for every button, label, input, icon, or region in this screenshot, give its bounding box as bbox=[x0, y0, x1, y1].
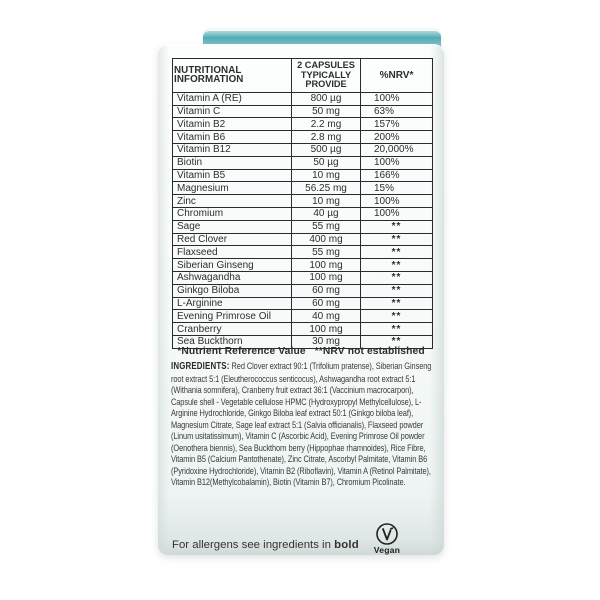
nutrient-name-cell: Vitamin B2 bbox=[172, 117, 292, 132]
amount-cell: 400 mg bbox=[291, 232, 361, 247]
nutrient-name-cell: Vitamin A (RE) bbox=[172, 91, 292, 106]
amount-cell: 50 mg bbox=[291, 104, 361, 119]
nrv-cell: ** bbox=[360, 232, 433, 247]
nrv-cell: ** bbox=[360, 296, 433, 311]
nrv-cell: 63% bbox=[360, 104, 433, 119]
table-row: Chromium 40 µg 100% bbox=[172, 206, 433, 221]
amount-cell: 500 µg bbox=[291, 142, 361, 157]
nutrient-name-cell: Evening Primrose Oil bbox=[172, 309, 292, 324]
nutrient-name-cell: Red Clover bbox=[172, 232, 292, 247]
nutrient-name-cell: Ginkgo Biloba bbox=[172, 283, 292, 298]
nutrient-name-cell: L-Arginine bbox=[172, 296, 292, 311]
nrv-cell: ** bbox=[360, 309, 433, 324]
product-box: NUTRITIONAL INFORMATION 2 CAPSULES TYPIC… bbox=[158, 44, 444, 555]
nrv-cell: ** bbox=[360, 270, 433, 285]
table-row: Ashwagandha 100 mg ** bbox=[172, 270, 433, 285]
nutrient-name-cell: Magnesium bbox=[172, 181, 292, 196]
nutrient-name-cell: Vitamin B6 bbox=[172, 130, 292, 144]
footnote-nrv: *Nutrient Reference Value bbox=[177, 346, 306, 357]
nutrient-name-cell: Flaxseed bbox=[172, 245, 292, 260]
nrv-cell: ** bbox=[360, 334, 433, 349]
table-row: Sea Buckthorn 30 mg ** bbox=[172, 334, 433, 349]
nutrient-name-cell: Vitamin B5 bbox=[172, 168, 292, 183]
nrv-cell: 100% bbox=[360, 194, 433, 208]
table-row: Biotin 50 µg 100% bbox=[172, 155, 433, 170]
nutrient-name-cell: Biotin bbox=[172, 155, 292, 170]
nutrition-table-body: Vitamin A (RE) 800 µg 100% Vitamin C 50 … bbox=[172, 91, 433, 349]
amount-cell: 2.8 mg bbox=[291, 130, 361, 144]
table-row: Vitamin B2 2.2 mg 157% bbox=[172, 117, 433, 132]
amount-cell: 100 mg bbox=[291, 322, 361, 336]
table-row: Vitamin B5 10 mg 166% bbox=[172, 168, 433, 183]
table-row: Ginkgo Biloba 60 mg ** bbox=[172, 283, 433, 298]
amount-cell: 2.2 mg bbox=[291, 117, 361, 132]
nrv-cell: 100% bbox=[360, 155, 433, 170]
vegan-badge: Vegan bbox=[367, 522, 407, 555]
amount-cell: 10 mg bbox=[291, 194, 361, 208]
table-row: Evening Primrose Oil 40 mg ** bbox=[172, 309, 433, 324]
nrv-cell: ** bbox=[360, 219, 433, 234]
nutrient-name-cell: Cranberry bbox=[172, 322, 292, 336]
table-row: Magnesium 56.25 mg 15% bbox=[172, 181, 433, 196]
nutrient-name-cell: Siberian Ginseng bbox=[172, 258, 292, 272]
table-row: Zinc 10 mg 100% bbox=[172, 194, 433, 208]
nrv-cell: 100% bbox=[360, 206, 433, 221]
table-row: L-Arginine 60 mg ** bbox=[172, 296, 433, 311]
nutrient-name-cell: Vitamin C bbox=[172, 104, 292, 119]
header-capsules-provide: 2 CAPSULES TYPICALLY PROVIDE bbox=[291, 58, 361, 93]
ingredients-paragraph: INGREDIENTS: Red Clover extract 90:1 (Tr… bbox=[171, 360, 436, 488]
nrv-cell: 157% bbox=[360, 117, 433, 132]
nrv-cell: ** bbox=[360, 322, 433, 336]
vegan-icon bbox=[376, 523, 398, 545]
ingredients-label: INGREDIENTS: bbox=[171, 361, 230, 372]
nutrient-name-cell: Sage bbox=[172, 219, 292, 234]
ingredients-text: Red Clover extract 90:1 (Trifolium prate… bbox=[171, 360, 432, 487]
table-row: Vitamin B12 500 µg 20,000% bbox=[172, 142, 433, 157]
nutrition-table: NUTRITIONAL INFORMATION 2 CAPSULES TYPIC… bbox=[172, 58, 433, 349]
nutrient-name-cell: Ashwagandha bbox=[172, 270, 292, 285]
table-row: Vitamin B6 2.8 mg 200% bbox=[172, 130, 433, 144]
nrv-cell: 15% bbox=[360, 181, 433, 196]
amount-cell: 60 mg bbox=[291, 296, 361, 311]
table-row: Cranberry 100 mg ** bbox=[172, 322, 433, 336]
amount-cell: 40 mg bbox=[291, 309, 361, 324]
table-row: Vitamin A (RE) 800 µg 100% bbox=[172, 91, 433, 106]
amount-cell: 40 µg bbox=[291, 206, 361, 221]
nrv-cell: ** bbox=[360, 245, 433, 260]
footnote-established: **NRV not established bbox=[314, 346, 425, 357]
amount-cell: 50 µg bbox=[291, 155, 361, 170]
nrv-cell: ** bbox=[360, 258, 433, 272]
amount-cell: 55 mg bbox=[291, 245, 361, 260]
nutrient-name-cell: Zinc bbox=[172, 194, 292, 208]
table-row: Sage 55 mg ** bbox=[172, 219, 433, 234]
vegan-label: Vegan bbox=[373, 545, 401, 555]
table-row: Siberian Ginseng 100 mg ** bbox=[172, 258, 433, 272]
amount-cell: 800 µg bbox=[291, 91, 361, 106]
amount-cell: 10 mg bbox=[291, 168, 361, 183]
table-row: Flaxseed 55 mg ** bbox=[172, 245, 433, 260]
nutrient-name-cell: Chromium bbox=[172, 206, 292, 221]
amount-cell: 100 mg bbox=[291, 270, 361, 285]
amount-cell: 60 mg bbox=[291, 283, 361, 298]
amount-cell: 55 mg bbox=[291, 219, 361, 234]
allergen-note: For allergens see ingredients in bold bbox=[172, 539, 359, 555]
table-row: Red Clover 400 mg ** bbox=[172, 232, 433, 247]
allergen-prefix: For allergens see ingredients in bbox=[172, 539, 335, 551]
amount-cell: 100 mg bbox=[291, 258, 361, 272]
nrv-footnote: *Nutrient Reference Value **NRV not estab… bbox=[158, 346, 444, 357]
table-row: Vitamin C 50 mg 63% bbox=[172, 104, 433, 119]
header-nutritional-information: NUTRITIONAL INFORMATION bbox=[172, 58, 292, 93]
nutrient-name-cell: Vitamin B12 bbox=[172, 142, 292, 157]
nrv-cell: 166% bbox=[360, 168, 433, 183]
allergen-bold-word: bold bbox=[334, 539, 359, 551]
amount-cell: 56.25 mg bbox=[291, 181, 361, 196]
header-nrv: %NRV* bbox=[360, 58, 433, 93]
nrv-cell: 20,000% bbox=[360, 142, 433, 157]
nrv-cell: 200% bbox=[360, 130, 433, 144]
table-header-row: NUTRITIONAL INFORMATION 2 CAPSULES TYPIC… bbox=[172, 58, 433, 93]
nrv-cell: 100% bbox=[360, 91, 433, 106]
nrv-cell: ** bbox=[360, 283, 433, 298]
allergen-row: For allergens see ingredients in bold Ve… bbox=[172, 522, 438, 555]
